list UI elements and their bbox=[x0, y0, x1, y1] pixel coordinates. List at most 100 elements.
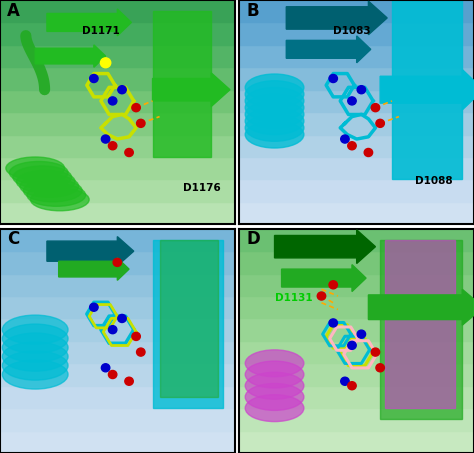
Bar bbox=[239, 386, 474, 408]
Circle shape bbox=[100, 58, 111, 68]
Circle shape bbox=[357, 86, 365, 94]
FancyArrow shape bbox=[274, 230, 375, 264]
Bar bbox=[0, 0, 235, 23]
Bar bbox=[0, 386, 235, 408]
Text: D1131: D1131 bbox=[274, 293, 312, 303]
Circle shape bbox=[376, 119, 384, 127]
Bar bbox=[239, 157, 474, 179]
Circle shape bbox=[329, 281, 337, 289]
Bar bbox=[385, 240, 455, 408]
Circle shape bbox=[132, 333, 140, 340]
FancyArrow shape bbox=[47, 9, 131, 36]
Bar bbox=[239, 112, 474, 135]
Circle shape bbox=[132, 104, 140, 112]
Bar bbox=[0, 274, 235, 296]
Bar bbox=[239, 408, 474, 430]
FancyArrow shape bbox=[282, 265, 366, 292]
Bar bbox=[239, 274, 474, 296]
Bar bbox=[392, 0, 462, 179]
Ellipse shape bbox=[245, 94, 304, 121]
Ellipse shape bbox=[24, 179, 82, 202]
Circle shape bbox=[371, 348, 380, 356]
Circle shape bbox=[357, 330, 365, 338]
Circle shape bbox=[125, 149, 133, 157]
Bar bbox=[239, 251, 474, 274]
Ellipse shape bbox=[245, 361, 304, 388]
FancyArrow shape bbox=[47, 236, 134, 266]
Circle shape bbox=[118, 314, 126, 323]
Circle shape bbox=[317, 292, 326, 300]
Bar bbox=[0, 408, 235, 430]
Bar bbox=[0, 67, 235, 90]
Bar bbox=[0, 318, 235, 341]
Circle shape bbox=[137, 119, 145, 127]
Ellipse shape bbox=[17, 170, 75, 193]
Bar bbox=[153, 11, 211, 157]
Ellipse shape bbox=[2, 342, 68, 371]
Ellipse shape bbox=[20, 175, 79, 198]
Bar bbox=[239, 45, 474, 67]
Circle shape bbox=[90, 74, 98, 82]
Bar bbox=[0, 363, 235, 386]
FancyArrow shape bbox=[286, 36, 371, 63]
Bar bbox=[239, 296, 474, 318]
FancyArrow shape bbox=[368, 289, 474, 325]
Bar bbox=[239, 430, 474, 453]
Bar bbox=[239, 23, 474, 45]
Bar bbox=[0, 90, 235, 112]
Ellipse shape bbox=[6, 157, 64, 179]
Bar bbox=[239, 341, 474, 363]
FancyArrow shape bbox=[59, 258, 129, 280]
Circle shape bbox=[341, 135, 349, 143]
Ellipse shape bbox=[9, 161, 68, 184]
Ellipse shape bbox=[245, 350, 304, 377]
Circle shape bbox=[109, 371, 117, 379]
Bar bbox=[239, 229, 474, 251]
Ellipse shape bbox=[245, 74, 304, 101]
Ellipse shape bbox=[245, 101, 304, 128]
Bar bbox=[239, 67, 474, 90]
Ellipse shape bbox=[30, 188, 89, 211]
Text: D1088: D1088 bbox=[415, 176, 453, 186]
Ellipse shape bbox=[2, 351, 68, 380]
Ellipse shape bbox=[245, 81, 304, 108]
Circle shape bbox=[125, 377, 133, 385]
Bar bbox=[0, 229, 235, 251]
FancyArrow shape bbox=[380, 69, 474, 110]
FancyArrow shape bbox=[286, 1, 387, 35]
Text: B: B bbox=[246, 2, 259, 19]
Circle shape bbox=[101, 364, 110, 372]
Circle shape bbox=[137, 348, 145, 356]
Bar bbox=[239, 318, 474, 341]
Ellipse shape bbox=[2, 324, 68, 353]
Text: D1083: D1083 bbox=[333, 26, 371, 36]
Circle shape bbox=[364, 149, 373, 157]
Ellipse shape bbox=[2, 333, 68, 362]
Bar bbox=[0, 202, 235, 224]
Bar bbox=[239, 135, 474, 157]
Bar bbox=[0, 45, 235, 67]
Ellipse shape bbox=[2, 360, 68, 389]
Text: D1176: D1176 bbox=[183, 183, 221, 193]
Text: C: C bbox=[7, 231, 19, 248]
Circle shape bbox=[348, 341, 356, 349]
Ellipse shape bbox=[245, 384, 304, 410]
Ellipse shape bbox=[245, 114, 304, 141]
Circle shape bbox=[109, 326, 117, 334]
Text: D: D bbox=[246, 231, 260, 248]
Bar bbox=[0, 112, 235, 135]
Bar bbox=[239, 179, 474, 202]
Bar bbox=[380, 240, 462, 419]
Bar bbox=[0, 296, 235, 318]
Circle shape bbox=[348, 142, 356, 150]
Text: A: A bbox=[7, 2, 20, 19]
Circle shape bbox=[118, 86, 126, 94]
Circle shape bbox=[90, 303, 98, 311]
Circle shape bbox=[101, 135, 110, 143]
Bar bbox=[0, 23, 235, 45]
Circle shape bbox=[113, 258, 121, 266]
Text: D1171: D1171 bbox=[82, 26, 120, 36]
Circle shape bbox=[329, 319, 337, 327]
Circle shape bbox=[371, 104, 380, 112]
Circle shape bbox=[329, 74, 337, 82]
